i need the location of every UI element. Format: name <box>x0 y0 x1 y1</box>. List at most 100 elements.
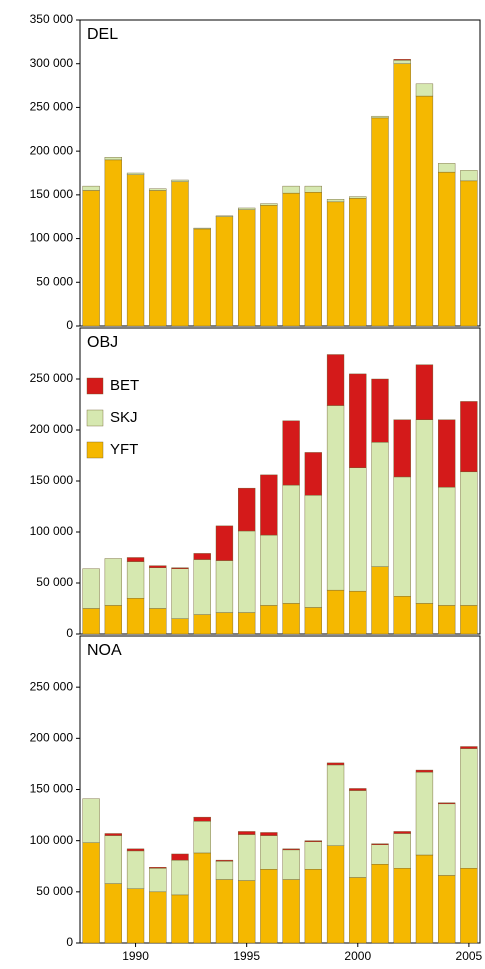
bar-segment <box>126 848 145 852</box>
y-tick-label: 150 000 <box>30 473 74 487</box>
bar-segment <box>326 589 345 635</box>
bar-segment <box>171 568 189 619</box>
bar-segment <box>326 354 345 406</box>
bar-segment <box>438 875 456 944</box>
bar-segment <box>304 452 322 496</box>
legend-swatch <box>86 377 104 395</box>
bar-segment <box>82 185 100 191</box>
bar-segment <box>393 596 411 635</box>
bar-segment <box>415 364 434 421</box>
bar-segment <box>371 117 389 327</box>
bar-segment <box>460 180 478 327</box>
bar-segment <box>460 746 478 749</box>
bar-segment <box>460 605 478 635</box>
bar-segment <box>104 833 122 836</box>
bar-segment <box>326 201 345 327</box>
x-tick-label: 1990 <box>122 949 149 963</box>
bar-segment <box>393 63 411 327</box>
bar-segment <box>282 879 300 944</box>
bar-segment <box>215 860 234 880</box>
bar-segment <box>304 841 322 870</box>
bar-segment <box>238 831 256 835</box>
legend-swatch <box>86 409 104 427</box>
y-tick-label: 200 000 <box>30 143 74 157</box>
panel-title: NOA <box>87 642 122 659</box>
bar-segment <box>193 852 211 944</box>
y-tick-label: 50 000 <box>36 274 73 288</box>
bar-segment <box>126 172 145 175</box>
bar-segment <box>171 859 189 896</box>
y-tick-label: 0 <box>66 626 73 640</box>
bar-segment <box>393 60 411 64</box>
bar-segment <box>104 605 122 635</box>
bar-segment <box>371 844 389 865</box>
bar-segment <box>149 868 167 893</box>
bar-segment <box>282 484 300 604</box>
bar-segment <box>282 848 300 851</box>
y-tick-label: 250 000 <box>30 679 74 693</box>
bar-segment <box>371 378 389 443</box>
bar-segment <box>215 879 234 944</box>
legend-label: YFT <box>110 441 138 458</box>
bar-segment <box>415 83 434 97</box>
bar-segment <box>193 553 211 560</box>
x-tick-label: 2000 <box>344 949 371 963</box>
bar-segment <box>104 835 122 884</box>
bar-segment <box>82 608 100 635</box>
bar-segment <box>171 179 189 182</box>
y-tick-label: 100 000 <box>30 833 74 847</box>
bar-segment <box>460 868 478 944</box>
bar-segment <box>238 612 256 635</box>
x-tick-label: 2005 <box>456 949 483 963</box>
bar-segment <box>282 420 300 486</box>
bar-segment <box>238 834 256 881</box>
bar-segment <box>260 534 278 606</box>
bar-segment <box>304 185 322 193</box>
bar-segment <box>371 864 389 944</box>
y-tick-label: 150 000 <box>30 187 74 201</box>
bar-segment <box>104 558 122 606</box>
bar-segment <box>438 419 456 488</box>
y-tick-label: 50 000 <box>36 575 73 589</box>
bar-segment <box>215 215 234 217</box>
bar-segment <box>415 854 434 944</box>
bar-segment <box>326 845 345 944</box>
bar-segment <box>149 190 167 327</box>
bar-segment <box>260 605 278 635</box>
y-tick-label: 200 000 <box>30 422 74 436</box>
bar-segment <box>415 603 434 635</box>
bar-segment <box>126 561 145 599</box>
y-tick-label: 200 000 <box>30 731 74 745</box>
bar-segment <box>104 157 122 161</box>
bar-segment <box>304 192 322 327</box>
bar-segment <box>349 196 367 199</box>
bar-segment <box>282 603 300 635</box>
bar-segment <box>126 557 145 562</box>
bar-segment <box>371 843 389 845</box>
bar-segment <box>171 853 189 861</box>
bar-segment <box>193 816 211 822</box>
bar-segment <box>438 803 456 876</box>
bar-segment <box>349 877 367 944</box>
bar-segment <box>149 567 167 609</box>
bar-segment <box>460 401 478 473</box>
legend-swatch <box>86 441 104 459</box>
bar-segment <box>149 565 167 568</box>
bar-segment <box>460 471 478 606</box>
y-tick-label: 350 000 <box>30 12 74 26</box>
bar-segment <box>215 859 234 862</box>
y-tick-label: 150 000 <box>30 782 74 796</box>
bar-segment <box>393 868 411 944</box>
bar-segment <box>304 840 322 842</box>
bar-segment <box>149 891 167 944</box>
bar-segment <box>349 467 367 592</box>
bar-segment <box>171 567 189 569</box>
bar-segment <box>149 867 167 869</box>
y-tick-label: 50 000 <box>36 884 73 898</box>
bar-segment <box>349 790 367 878</box>
bar-segment <box>460 170 478 182</box>
bar-segment <box>415 769 434 773</box>
bar-segment <box>393 419 411 478</box>
bar-segment <box>82 798 100 843</box>
